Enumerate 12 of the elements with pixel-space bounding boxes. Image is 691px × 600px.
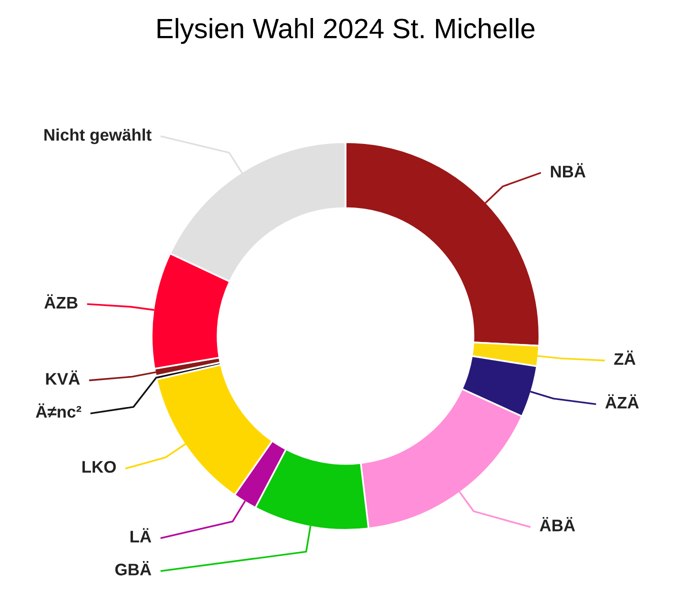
slice-label: KVÄ <box>46 370 80 385</box>
chart-title: Elysien Wahl 2024 St. Michelle <box>158 18 534 44</box>
slice-label: ÄBÄ <box>540 516 576 532</box>
slice-label: GBÄ <box>115 561 152 576</box>
slice-label: ÄZB <box>44 294 78 308</box>
slice-label: Nicht gewählt <box>44 128 152 144</box>
slice-label: LÄ <box>130 528 152 542</box>
slice-label: Ä≠nc² <box>36 403 82 418</box>
slice-label: NBÄ <box>550 163 586 178</box>
slice-label: ZÄ <box>614 350 636 365</box>
slice-label: LKO <box>82 460 116 473</box>
slice-label: ÄZÄ <box>605 394 639 408</box>
